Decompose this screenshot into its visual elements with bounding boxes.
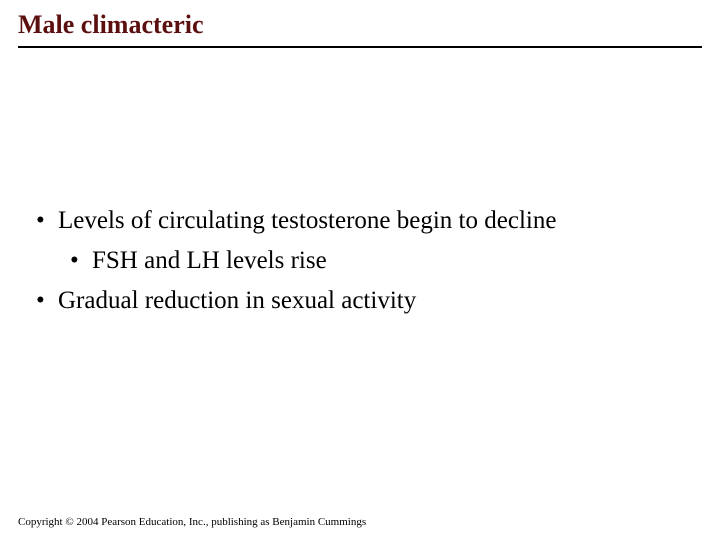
title-rule: [18, 46, 702, 48]
copyright-footer: Copyright © 2004 Pearson Education, Inc.…: [18, 516, 366, 528]
bullet-item: Gradual reduction in sexual activity: [30, 284, 700, 318]
slide-title: Male climacteric: [18, 10, 204, 40]
bullet-list: Levels of circulating testosterone begin…: [30, 204, 700, 317]
body-content: Levels of circulating testosterone begin…: [30, 204, 700, 323]
slide: Male climacteric Levels of circulating t…: [0, 0, 720, 540]
bullet-item: Levels of circulating testosterone begin…: [30, 204, 700, 238]
bullet-item: FSH and LH levels rise: [64, 244, 700, 278]
